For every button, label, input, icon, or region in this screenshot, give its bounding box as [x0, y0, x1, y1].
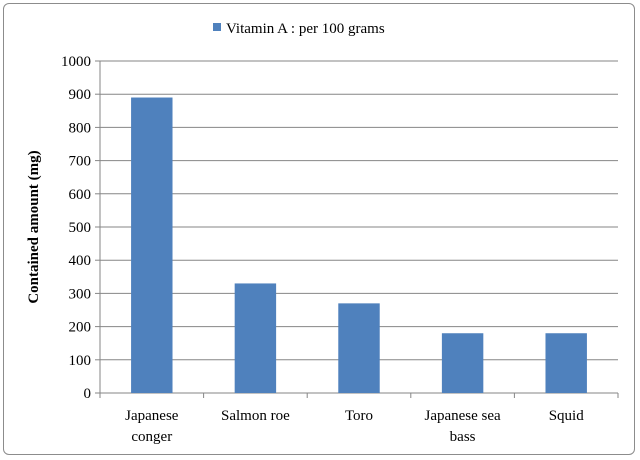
bar	[234, 283, 277, 393]
bar	[441, 333, 484, 393]
gridlines	[100, 60, 618, 361]
chart-frame	[3, 3, 635, 455]
y-tick-label: 300	[69, 286, 92, 302]
y-tick-label: 600	[69, 187, 92, 203]
bar	[338, 303, 380, 393]
legend: Vitamin A : per 100 grams	[213, 21, 385, 37]
legend-label: Vitamin A : per 100 grams	[226, 21, 385, 37]
y-tick-label: 0	[84, 386, 92, 402]
bar	[131, 97, 173, 394]
y-tick-label: 500	[69, 220, 92, 236]
x-tick-label: Salmon roe	[221, 408, 290, 424]
y-tick-labels: 0 100 200 300 400 500 600 700 800 900 1000	[61, 54, 100, 402]
x-tick-labels: Japanese conger Salmon roe Toro Japanese sea…	[99, 393, 619, 445]
y-tick-label: 100	[69, 353, 92, 369]
y-tick-label: 1000	[61, 54, 91, 70]
x-tick-label: Squid	[549, 408, 585, 424]
y-tick-label: 400	[69, 253, 92, 269]
y-tick-label: 900	[69, 87, 92, 103]
y-tick-label: 800	[69, 120, 92, 136]
x-tick-label: Japanese	[125, 408, 179, 424]
x-tick-label: Toro	[345, 408, 373, 424]
y-axis-title: Contained amount (mg)	[26, 150, 42, 303]
x-tick-label: bass	[450, 429, 476, 445]
x-tick-label: Japanese sea	[424, 408, 501, 424]
x-tick-label: conger	[131, 429, 172, 445]
y-tick-label: 700	[69, 154, 92, 170]
y-tick-label: 200	[69, 320, 92, 336]
bars	[131, 97, 587, 394]
legend-swatch	[213, 23, 221, 31]
bar	[545, 333, 587, 393]
